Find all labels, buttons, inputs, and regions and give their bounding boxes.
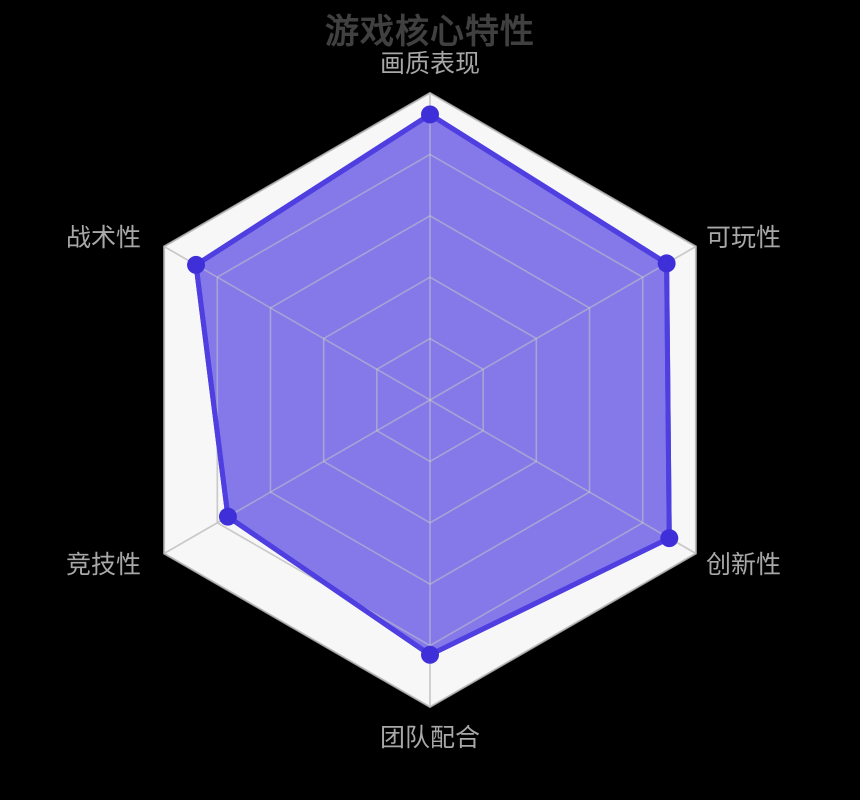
data-polygon-group (163, 93, 696, 707)
axis-label-kewanxing: 可玩性 (706, 224, 782, 252)
data-points-group (187, 105, 679, 664)
data-point-3 (421, 645, 439, 664)
axis-spoke-overlay-5 (429, 245, 696, 401)
data-point-4 (660, 529, 679, 548)
page-title: 游戏核心特性 (325, 13, 535, 51)
axis-label-huazhibiaoxian: 画质表现 (379, 50, 480, 78)
data-point-0 (421, 105, 439, 124)
axis-spoke-overlay-2 (163, 399, 431, 555)
axis-label-zhanshuxing: 战术性 (66, 224, 142, 252)
data-point-5 (657, 254, 676, 273)
axis-label-chuangxinxing: 创新性 (706, 551, 782, 579)
axis-spoke-overlay-4 (429, 399, 696, 555)
axis-spoke-overlay-1 (163, 245, 431, 401)
axis-label-tuandui-peihe: 团队配合 (379, 724, 480, 752)
data-point-2 (218, 507, 237, 526)
axis-label-jingjixing: 竞技性 (66, 551, 142, 579)
data-point-1 (187, 255, 206, 274)
